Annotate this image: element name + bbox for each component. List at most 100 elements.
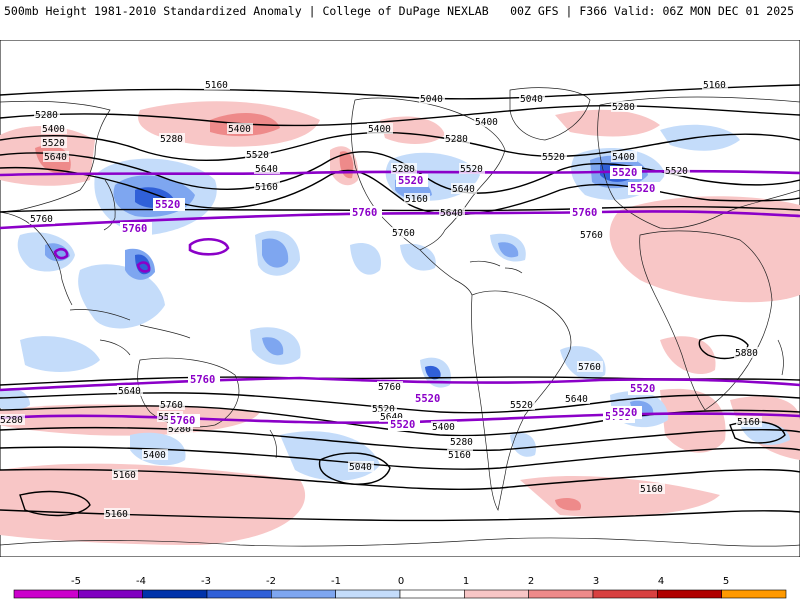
colorbar: -5 -4 -3 -2 -1 0 1 2 3 4 5	[13, 576, 787, 599]
contour-label: 5160	[640, 484, 663, 495]
contour-label: 5760	[160, 400, 183, 411]
highlight-contour-label: 5760	[572, 207, 597, 219]
height-contour-5280-south	[0, 446, 800, 470]
colorbar-swatch	[206, 589, 272, 599]
contour-label: 5520	[372, 404, 395, 415]
highlight-contour-label: 5760	[352, 207, 377, 219]
colorbar-swatch	[657, 589, 722, 599]
anomaly-strong-negative-region	[425, 365, 441, 380]
highlight-contour-ring-asia	[53, 247, 69, 260]
contour-label-bg	[227, 123, 253, 134]
contour-label: 5280	[392, 164, 415, 175]
highlight-contour-label: 5760	[190, 374, 215, 386]
madagascar-coast	[777, 339, 784, 376]
highlight-contour-label: 5520	[612, 167, 637, 179]
height-contour-5160-ring-west	[19, 490, 91, 517]
highlight-label-bg	[120, 222, 152, 235]
colorbar-tick-label: 2	[528, 576, 534, 587]
contour-label: 5280	[160, 134, 183, 145]
highlight-label-bg	[628, 382, 660, 395]
highlight-label-bg	[396, 174, 428, 187]
contour-label-bg	[459, 163, 485, 174]
contour-label: 5640	[565, 394, 588, 405]
contour-label: 5760	[378, 382, 401, 393]
contour-label: 5040	[420, 94, 443, 105]
contour-label-bg	[611, 101, 637, 112]
contour-label: 5640	[452, 184, 475, 195]
greenland-coast	[509, 87, 591, 141]
contour-label-bg	[734, 347, 760, 358]
contour-label-bg	[377, 381, 403, 392]
anomaly-negative-region	[78, 264, 165, 329]
contour-label-bg	[245, 149, 271, 160]
height-contour-5640-south	[0, 392, 800, 414]
contour-label: 5160	[737, 417, 760, 428]
colorbar-swatch	[335, 589, 401, 599]
height-contour-5760	[0, 206, 800, 213]
contour-label-bg	[509, 399, 535, 410]
anomaly-negative-region	[350, 242, 381, 275]
highlight-label-bg	[388, 418, 420, 431]
caribbean-islands	[469, 260, 523, 274]
japan-coast	[103, 179, 116, 231]
anomaly-moderate-negative-region	[262, 337, 284, 356]
height-contour-5520	[0, 151, 800, 194]
contour-label: 5160	[405, 194, 428, 205]
colorbar-tick-label: 1	[463, 576, 469, 587]
contour-label: 5520	[665, 166, 688, 177]
highlight-contour-label: 5520	[415, 393, 440, 405]
colorbar-tick-label: -1	[331, 576, 341, 587]
contour-label-bg	[419, 93, 445, 104]
contour-label-bg	[404, 193, 430, 204]
contour-label-bg	[391, 163, 417, 174]
colorbar-swatch	[13, 589, 79, 599]
contour-label: 5160	[105, 509, 128, 520]
contour-label-bg	[474, 116, 500, 127]
contour-label-bg	[29, 213, 55, 224]
contour-label-bg	[117, 385, 143, 396]
height-contour-5160-far-south	[0, 509, 800, 522]
colorbar-tick-labels: -5 -4 -3 -2 -1 0 1 2 3 4 5	[71, 576, 729, 587]
contour-label-bg	[34, 109, 60, 120]
central-america-coast	[419, 249, 473, 296]
colorbar-swatch	[464, 589, 529, 599]
anomaly-positive-region	[660, 336, 716, 375]
anomaly-positive-region	[609, 196, 800, 303]
contour-label: 5760	[580, 230, 603, 241]
eurasia-west-coast	[0, 100, 111, 213]
colorbar-swatch	[78, 589, 143, 599]
contour-label: 5520	[510, 400, 533, 411]
height-contour-5880-ring	[698, 334, 749, 360]
contour-label-bg	[41, 123, 67, 134]
contour-label-bg	[564, 393, 590, 404]
highlight-label-bg	[570, 206, 602, 219]
height-contour-5760-south	[0, 376, 800, 386]
anomaly-positive-region	[0, 463, 306, 545]
height-contour-5040-ring	[318, 452, 391, 485]
contour-label-bg	[204, 79, 230, 90]
contour-label: 5400	[475, 117, 498, 128]
contour-label-layer: 5160504052805400552056405760528054005520…	[0, 79, 762, 520]
colorbar-tick-label: 3	[593, 576, 599, 587]
anomaly-positive-region	[380, 116, 445, 144]
anomaly-negative-region	[20, 336, 100, 372]
contour-label-bg	[367, 123, 393, 134]
anomaly-negative-region	[400, 243, 436, 271]
highlight-label-bg	[413, 392, 445, 405]
contour-label: 5280	[612, 102, 635, 113]
anomaly-negative-region	[0, 388, 30, 410]
contour-label-bg	[736, 416, 762, 427]
anomaly-negative-region	[510, 432, 536, 457]
colorbar-swatch	[399, 589, 465, 599]
height-contour-5280	[0, 105, 800, 127]
colorbar-tick-label: 0	[398, 576, 404, 587]
contour-label-bg	[579, 229, 605, 240]
contour-label: 5640	[440, 208, 463, 219]
contour-label: 5280	[0, 415, 23, 426]
contour-label-bg	[167, 423, 193, 434]
contour-label: 5640	[380, 412, 403, 423]
contour-label-bg	[348, 461, 374, 472]
contour-label-bg	[371, 403, 397, 414]
contour-label: 5280	[445, 134, 468, 145]
contour-label: 5400	[368, 124, 391, 135]
